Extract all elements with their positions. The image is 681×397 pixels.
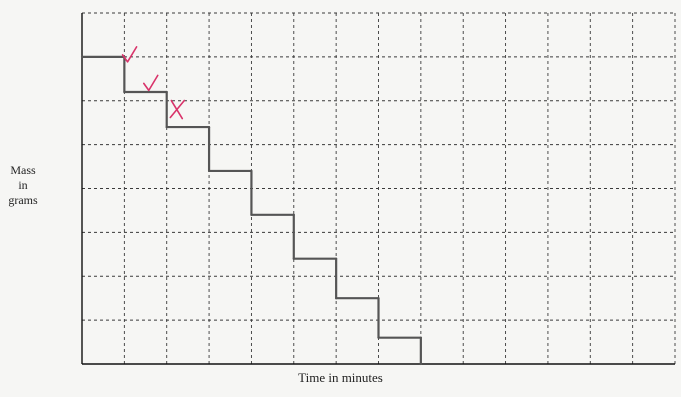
y-axis-label-line-3: grams (8, 193, 38, 207)
y-axis-label-line-1: Mass (10, 163, 36, 177)
check-mark-annotation (121, 46, 138, 63)
y-axis-label: Mass in grams (2, 163, 44, 208)
y-axis-label-line-2: in (18, 178, 28, 192)
x-axis-label: Time in minutes (298, 370, 383, 385)
check-mark-annotation (142, 74, 159, 92)
cross-mark-annotation (169, 99, 186, 120)
